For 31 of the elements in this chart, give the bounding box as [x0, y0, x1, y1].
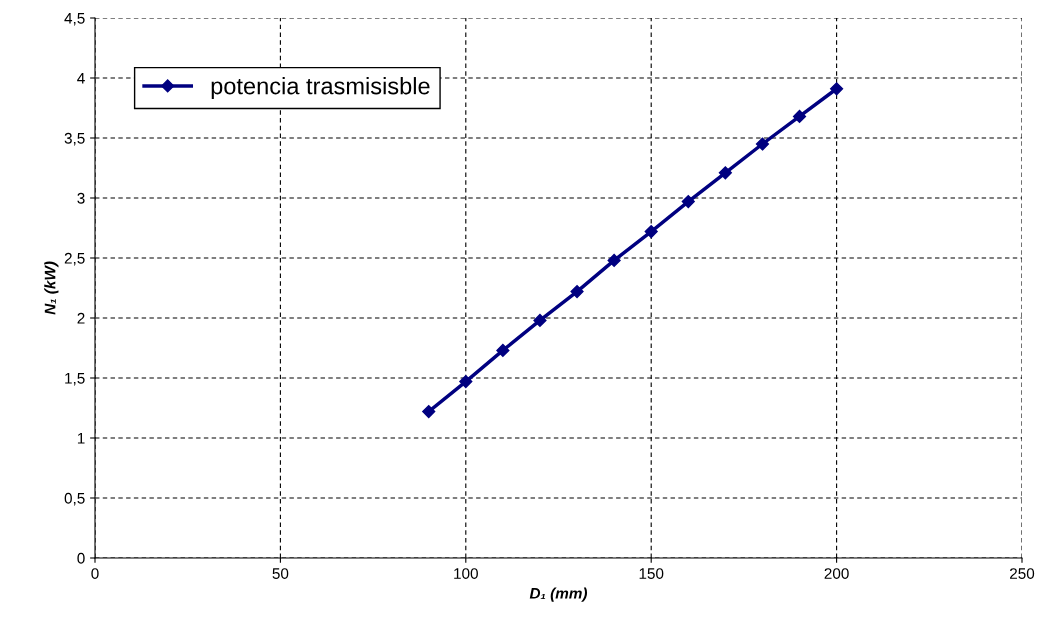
legend-label: potencia trasmisisble — [211, 77, 430, 100]
point — [570, 285, 584, 299]
y-tick-label: 4 — [77, 73, 85, 84]
point — [644, 225, 658, 239]
x-tick-label: 150 — [639, 568, 664, 579]
y-tick-label: 3 — [77, 192, 85, 204]
y-tick-label: 1,5 — [65, 373, 85, 386]
point — [533, 313, 547, 327]
x-tick-label: 100 — [454, 568, 478, 579]
x-tick-label: 0 — [91, 568, 99, 579]
point — [681, 195, 695, 209]
point — [755, 137, 770, 151]
point — [792, 109, 807, 123]
y-tick-label: 1 — [77, 433, 85, 444]
y-tick-label: 3,5 — [64, 132, 85, 146]
x-axis-title: D₁ (mm) — [529, 587, 588, 602]
y-tick-label: 0,5 — [64, 492, 85, 506]
point — [496, 343, 510, 357]
point — [607, 253, 621, 267]
x-tick-label: 250 — [1010, 568, 1035, 579]
x-tick-label: 200 — [824, 568, 849, 579]
point — [718, 166, 732, 180]
y-tick-label: 4,5 — [64, 13, 85, 26]
point — [422, 405, 436, 419]
y-tick-label: 2 — [77, 312, 85, 324]
y-tick-label: 0 — [77, 552, 85, 564]
point — [459, 375, 473, 389]
y-axis-title: N₁ (kW) — [44, 261, 59, 315]
y-tick-label: 2,5 — [64, 252, 85, 266]
x-tick-label: 50 — [272, 568, 289, 579]
point — [830, 82, 844, 96]
